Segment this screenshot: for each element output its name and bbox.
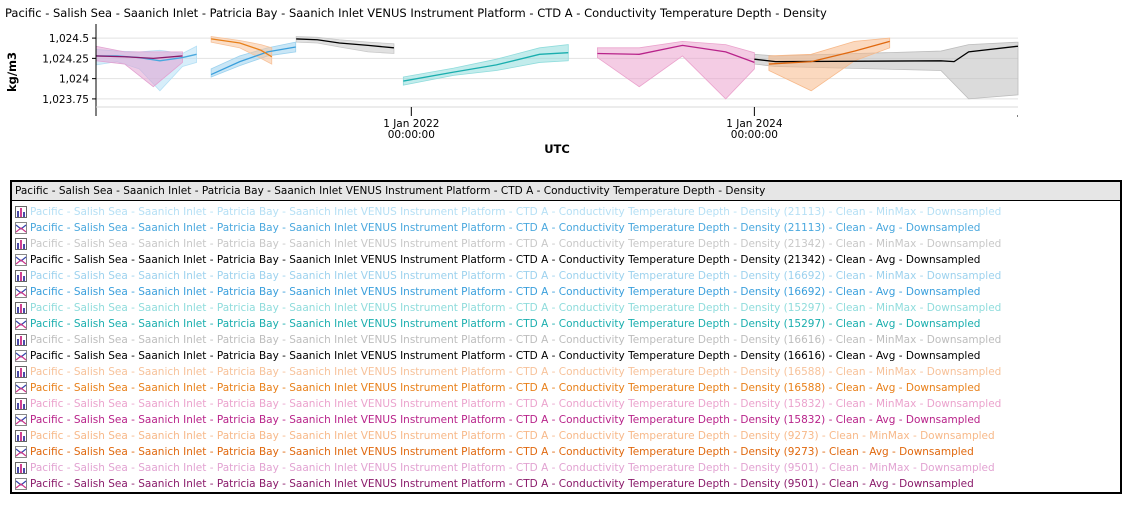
legend-item[interactable]: Pacific - Salish Sea - Saanich Inlet - P… <box>12 364 1120 380</box>
x-tick-label: 1 Jan 2022 <box>383 118 439 130</box>
line-chart-icon <box>15 318 27 330</box>
legend-item[interactable]: Pacific - Salish Sea - Saanich Inlet - P… <box>12 348 1120 364</box>
bar-chart-icon <box>15 270 27 282</box>
line-chart-icon <box>15 254 27 266</box>
bar-chart-icon <box>15 398 27 410</box>
line-chart-icon <box>15 414 27 426</box>
bar-chart-icon <box>15 462 27 474</box>
legend-item-label: Pacific - Salish Sea - Saanich Inlet - P… <box>30 334 1002 346</box>
bar-chart-icon <box>15 334 27 346</box>
legend-item-label: Pacific - Salish Sea - Saanich Inlet - P… <box>30 286 981 298</box>
legend-item-label: Pacific - Salish Sea - Saanich Inlet - P… <box>30 446 974 458</box>
avg-line-5 <box>210 46 296 76</box>
legend-list: Pacific - Salish Sea - Saanich Inlet - P… <box>12 201 1120 492</box>
minmax-band-12 <box>597 40 755 100</box>
legend-item-label: Pacific - Salish Sea - Saanich Inlet - P… <box>30 430 995 442</box>
line-chart-icon <box>15 222 27 234</box>
legend-item[interactable]: Pacific - Salish Sea - Saanich Inlet - P… <box>12 380 1120 396</box>
legend-item-label: Pacific - Salish Sea - Saanich Inlet - P… <box>30 366 1002 378</box>
legend-item-label: Pacific - Salish Sea - Saanich Inlet - P… <box>30 414 981 426</box>
x-axis-label: UTC <box>544 142 570 156</box>
legend-item[interactable]: Pacific - Salish Sea - Saanich Inlet - P… <box>12 268 1120 284</box>
legend-header: Pacific - Salish Sea - Saanich Inlet - P… <box>12 182 1120 201</box>
minmax-band-6 <box>402 44 569 86</box>
y-axis-label: kg/m3 <box>5 52 19 92</box>
bar-chart-icon <box>15 302 27 314</box>
legend-item[interactable]: Pacific - Salish Sea - Saanich Inlet - P… <box>12 236 1120 252</box>
legend-item[interactable]: Pacific - Salish Sea - Saanich Inlet - P… <box>12 460 1120 476</box>
minmax-band-14 <box>768 37 891 92</box>
x-tick-label: 1 Jan 2024 <box>726 118 783 130</box>
bar-chart-icon <box>15 366 27 378</box>
legend-item-label: Pacific - Salish Sea - Saanich Inlet - P… <box>30 382 981 394</box>
legend-item[interactable]: Pacific - Salish Sea - Saanich Inlet - P… <box>12 396 1120 412</box>
avg-line-9 <box>754 45 1019 63</box>
legend-item[interactable]: Pacific - Salish Sea - Saanich Inlet - P… <box>12 476 1120 492</box>
legend-item-label: Pacific - Salish Sea - Saanich Inlet - P… <box>30 302 1002 314</box>
legend-panel: Pacific - Salish Sea - Saanich Inlet - P… <box>10 180 1122 494</box>
bar-chart-icon <box>15 206 27 218</box>
y-tick-label: 1,023.75 <box>42 94 89 106</box>
legend-item[interactable]: Pacific - Salish Sea - Saanich Inlet - P… <box>12 332 1120 348</box>
bar-chart-icon <box>15 238 27 250</box>
legend-item-label: Pacific - Salish Sea - Saanich Inlet - P… <box>30 270 1002 282</box>
legend-item-label: Pacific - Salish Sea - Saanich Inlet - P… <box>30 462 995 474</box>
chart-title: Pacific - Salish Sea - Saanich Inlet - P… <box>5 6 827 20</box>
legend-item-label: Pacific - Salish Sea - Saanich Inlet - P… <box>30 206 1002 218</box>
avg-line-13 <box>597 44 755 64</box>
avg-line-7 <box>403 52 569 82</box>
legend-item-label: Pacific - Salish Sea - Saanich Inlet - P… <box>30 318 981 330</box>
line-chart-icon <box>15 286 27 298</box>
legend-item[interactable]: Pacific - Salish Sea - Saanich Inlet - P… <box>12 220 1120 236</box>
bar-chart-icon <box>15 430 27 442</box>
legend-item-label: Pacific - Salish Sea - Saanich Inlet - P… <box>30 238 1002 250</box>
legend-item-label: Pacific - Salish Sea - Saanich Inlet - P… <box>30 398 1002 410</box>
line-chart-icon <box>15 446 27 458</box>
line-chart-icon <box>15 382 27 394</box>
avg-line-15 <box>768 40 890 65</box>
legend-item[interactable]: Pacific - Salish Sea - Saanich Inlet - P… <box>12 444 1120 460</box>
avg-line-3 <box>296 38 394 49</box>
legend-item-label: Pacific - Salish Sea - Saanich Inlet - P… <box>30 478 974 490</box>
legend-item[interactable]: Pacific - Salish Sea - Saanich Inlet - P… <box>12 252 1120 268</box>
legend-item[interactable]: Pacific - Salish Sea - Saanich Inlet - P… <box>12 428 1120 444</box>
line-chart-icon <box>15 478 27 490</box>
x-tick-sublabel: 00:00:00 <box>388 129 435 141</box>
line-chart-icon <box>15 350 27 362</box>
avg-line-11 <box>211 38 273 58</box>
legend-item-label: Pacific - Salish Sea - Saanich Inlet - P… <box>30 222 981 234</box>
y-tick-label: 1,024 <box>59 74 89 86</box>
y-tick-label: 1,024.5 <box>49 33 89 45</box>
legend-item[interactable]: Pacific - Salish Sea - Saanich Inlet - P… <box>12 300 1120 316</box>
legend-item-label: Pacific - Salish Sea - Saanich Inlet - P… <box>30 254 981 266</box>
legend-item[interactable]: Pacific - Salish Sea - Saanich Inlet - P… <box>12 316 1120 332</box>
legend-item[interactable]: Pacific - Salish Sea - Saanich Inlet - P… <box>12 204 1120 220</box>
series-layer <box>95 36 1019 100</box>
legend-item[interactable]: Pacific - Salish Sea - Saanich Inlet - P… <box>12 284 1120 300</box>
y-tick-label: 1,024.25 <box>42 53 89 65</box>
legend-item-label: Pacific - Salish Sea - Saanich Inlet - P… <box>30 350 981 362</box>
legend-item[interactable]: Pacific - Salish Sea - Saanich Inlet - P… <box>12 412 1120 428</box>
x-tick-sublabel: 00:00:00 <box>731 129 778 141</box>
minmax-band-10 <box>210 36 273 65</box>
avg-line-17 <box>95 55 183 60</box>
